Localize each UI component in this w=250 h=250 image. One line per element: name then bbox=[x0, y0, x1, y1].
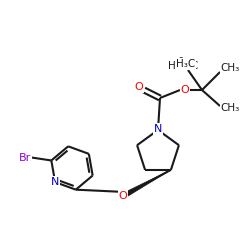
Text: N: N bbox=[154, 124, 162, 134]
Text: O: O bbox=[119, 191, 128, 201]
Text: H: H bbox=[168, 61, 176, 71]
Text: CH₃: CH₃ bbox=[220, 103, 240, 113]
Text: C: C bbox=[190, 61, 198, 71]
Text: O: O bbox=[180, 85, 190, 95]
Polygon shape bbox=[124, 170, 171, 197]
Text: CH₃: CH₃ bbox=[220, 63, 240, 73]
Text: H₃C: H₃C bbox=[176, 59, 196, 69]
Text: O: O bbox=[134, 82, 143, 92]
Text: N: N bbox=[51, 177, 59, 187]
Text: 3: 3 bbox=[178, 57, 183, 66]
Text: Br: Br bbox=[18, 152, 31, 162]
